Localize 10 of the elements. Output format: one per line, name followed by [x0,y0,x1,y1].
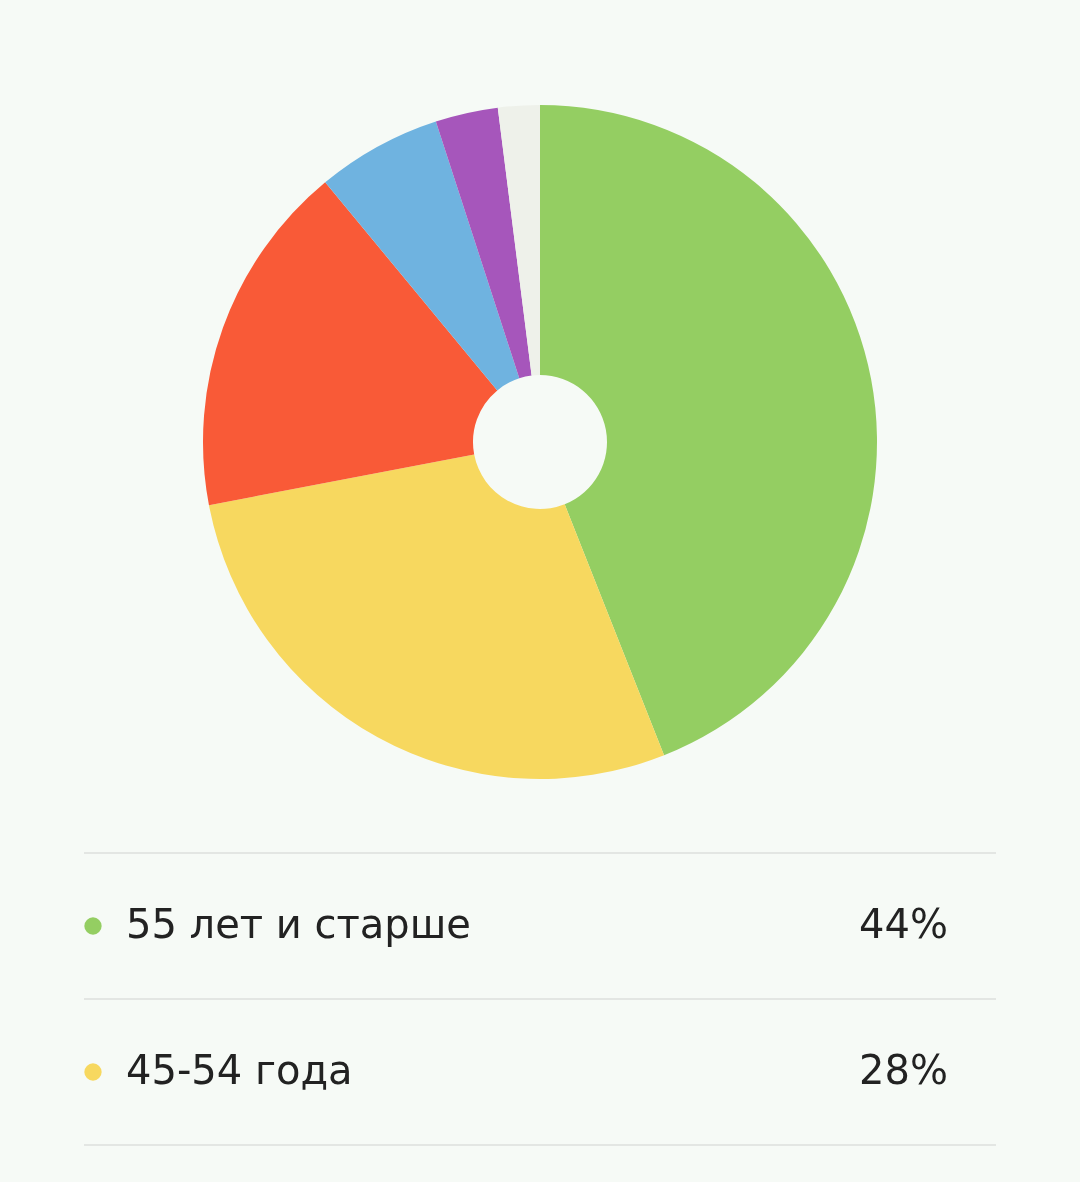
donut-slice [203,182,498,506]
donut-slice [208,454,665,779]
donut-slice [435,107,532,379]
legend-label: 55 лет и старше [126,901,471,947]
data-label: 44% [859,901,948,947]
data-label: 28% [859,1047,948,1093]
donut-slice [497,105,540,376]
legend-label: 45-54 года [126,1047,353,1093]
donut-slice [325,121,520,391]
donut-slice [540,105,877,756]
